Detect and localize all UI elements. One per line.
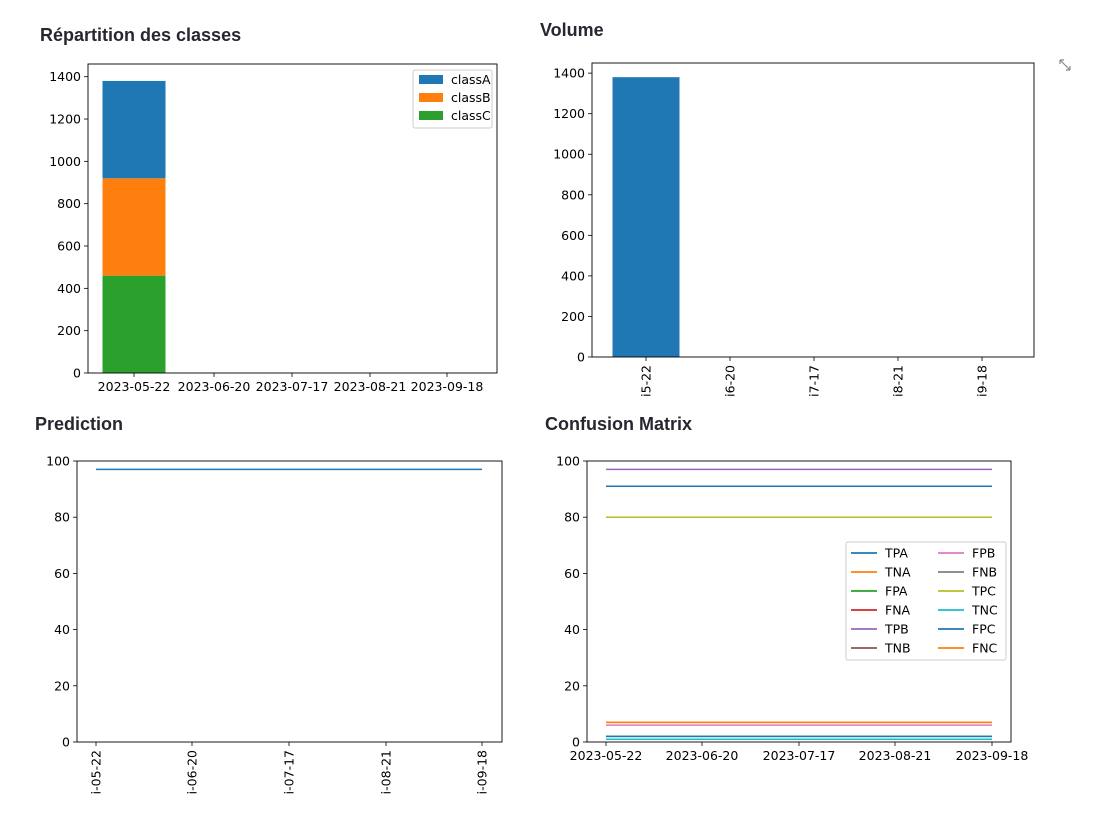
volume-ytick-label: 800 <box>561 187 585 202</box>
classes-ytick-label: 400 <box>57 281 81 296</box>
classes-xtick-label: 2023-09-18 <box>411 379 484 394</box>
volume-ytick-label: 600 <box>561 228 585 243</box>
fullscreen-expand-icon[interactable] <box>1058 58 1072 72</box>
confusion-xtick-label: 2023-06-20 <box>666 748 739 763</box>
classes-bar-classA <box>102 80 166 179</box>
classes-legend-swatch-classA <box>419 75 443 84</box>
confusion-ytick-label: 0 <box>572 735 580 750</box>
classes-axes: 0 200 400 600 800 1000 1200 1400 2023-05-22 2023-… <box>49 69 483 394</box>
classes-ytick-label: 800 <box>57 196 81 211</box>
classes-ytick-label: 1200 <box>49 112 81 127</box>
classes-ytick-label: 200 <box>57 323 81 338</box>
classes-frame <box>87 63 498 374</box>
volume-xtick-label: i9-18 <box>975 365 990 397</box>
volume-ytick-label: 1200 <box>553 106 585 121</box>
confusion-ytick-label: 80 <box>564 510 580 525</box>
volume-ytick-label: 0 <box>577 350 585 365</box>
prediction-xtick-label: i-07-17 <box>282 750 297 794</box>
prediction-ytick-label: 60 <box>54 566 70 581</box>
confusion-ytick-label: 20 <box>564 678 580 693</box>
confusion-ytick-label: 100 <box>556 454 580 469</box>
confusion-legend-label-TPB: TPB <box>884 622 909 637</box>
confusion-legend-label-TNB: TNB <box>884 641 911 656</box>
confusion-legend-label-FPA: FPA <box>885 584 908 599</box>
confusion-legend-label-FPC: FPC <box>972 622 996 637</box>
volume-chart-title: Volume <box>540 20 604 40</box>
volume-axes: 0 200 400 600 800 1000 1200 1400 i5-22 i6-20 i7-17… <box>553 66 989 397</box>
prediction-xtick-label: i-08-21 <box>379 750 394 794</box>
confusion-legend: TPA TNA FPA FNA TPB TNB FPB FNB TPC TNC FPC FNC <box>845 541 1007 661</box>
classes-legend: classA classB classC <box>412 69 493 129</box>
confusion-xtick-label: 2023-05-22 <box>570 748 643 763</box>
confusion-ytick-label: 60 <box>564 566 580 581</box>
classes-legend-label-classB: classB <box>451 90 491 105</box>
classes-ytick-label: 0 <box>73 366 81 381</box>
confusion-legend-label-TNC: TNC <box>971 603 998 618</box>
classes-legend-label-classA: classA <box>451 72 491 87</box>
volume-xtick-label: i6-20 <box>723 365 738 397</box>
prediction-xtick-label: i-09-18 <box>475 750 490 794</box>
prediction-axes: 0 20 40 60 80 100 i-05-22 i-06-20 i-07-17 i-08-21… <box>46 454 489 795</box>
confusion-legend-label-TPA: TPA <box>884 546 908 561</box>
prediction-ytick-label: 80 <box>54 510 70 525</box>
prediction-ytick-label: 100 <box>46 454 70 469</box>
confusion-xtick-label: 2023-07-17 <box>763 748 836 763</box>
volume-xtick-label: i5-22 <box>639 365 654 397</box>
volume-xtick-label: i7-17 <box>807 365 822 397</box>
volume-xtick-label: i8-21 <box>891 365 906 397</box>
classes-xtick-label: 2023-05-22 <box>98 379 171 394</box>
volume-frame <box>591 62 1035 358</box>
classes-chart-title: Répartition des classes <box>40 25 242 45</box>
volume-ytick-label: 200 <box>561 309 585 324</box>
classes-xtick-label: 2023-06-20 <box>178 379 251 394</box>
classes-ytick-label: 1000 <box>49 154 81 169</box>
volume-ytick-label: 400 <box>561 268 585 283</box>
prediction-ytick-label: 20 <box>54 678 70 693</box>
volume-bar <box>612 77 680 357</box>
confusion-xtick-label: 2023-09-18 <box>956 748 1029 763</box>
classes-legend-label-classC: classC <box>451 108 491 123</box>
confusion-axes: 0 20 40 60 80 100 2023-05-22 2023-06-20 2023-07-… <box>556 454 1028 764</box>
classes-bar-classC <box>102 275 166 373</box>
confusion-ytick-label: 40 <box>564 622 580 637</box>
volume-ytick-label: 1000 <box>553 147 585 162</box>
confusion-xtick-label: 2023-08-21 <box>859 748 932 763</box>
prediction-xtick-label: i-05-22 <box>89 750 104 794</box>
confusion-legend-label-FNB: FNB <box>972 565 997 580</box>
prediction-chart-title: Prediction <box>35 414 124 434</box>
classes-xtick-label: 2023-07-17 <box>256 379 329 394</box>
confusion-legend-label-FPB: FPB <box>972 546 995 561</box>
confusion-legend-label-FNC: FNC <box>972 641 998 656</box>
confusion-legend-label-TPC: TPC <box>971 584 996 599</box>
classes-legend-swatch-classC <box>419 111 443 120</box>
confusion-legend-label-TNA: TNA <box>884 565 911 580</box>
classes-bar-classB <box>102 178 166 276</box>
classes-legend-swatch-classB <box>419 93 443 102</box>
confusion-frame <box>586 460 1012 743</box>
confusion-chart-title: Confusion Matrix <box>545 414 692 434</box>
confusion-legend-label-FNA: FNA <box>885 603 911 618</box>
prediction-ytick-label: 0 <box>62 735 70 750</box>
prediction-xtick-label: i-06-20 <box>185 750 200 794</box>
prediction-frame <box>76 460 503 743</box>
volume-ytick-label: 1400 <box>553 66 585 81</box>
classes-xtick-label: 2023-08-21 <box>334 379 407 394</box>
classes-ytick-label: 1400 <box>49 69 81 84</box>
classes-ytick-label: 600 <box>57 239 81 254</box>
prediction-ytick-label: 40 <box>54 622 70 637</box>
